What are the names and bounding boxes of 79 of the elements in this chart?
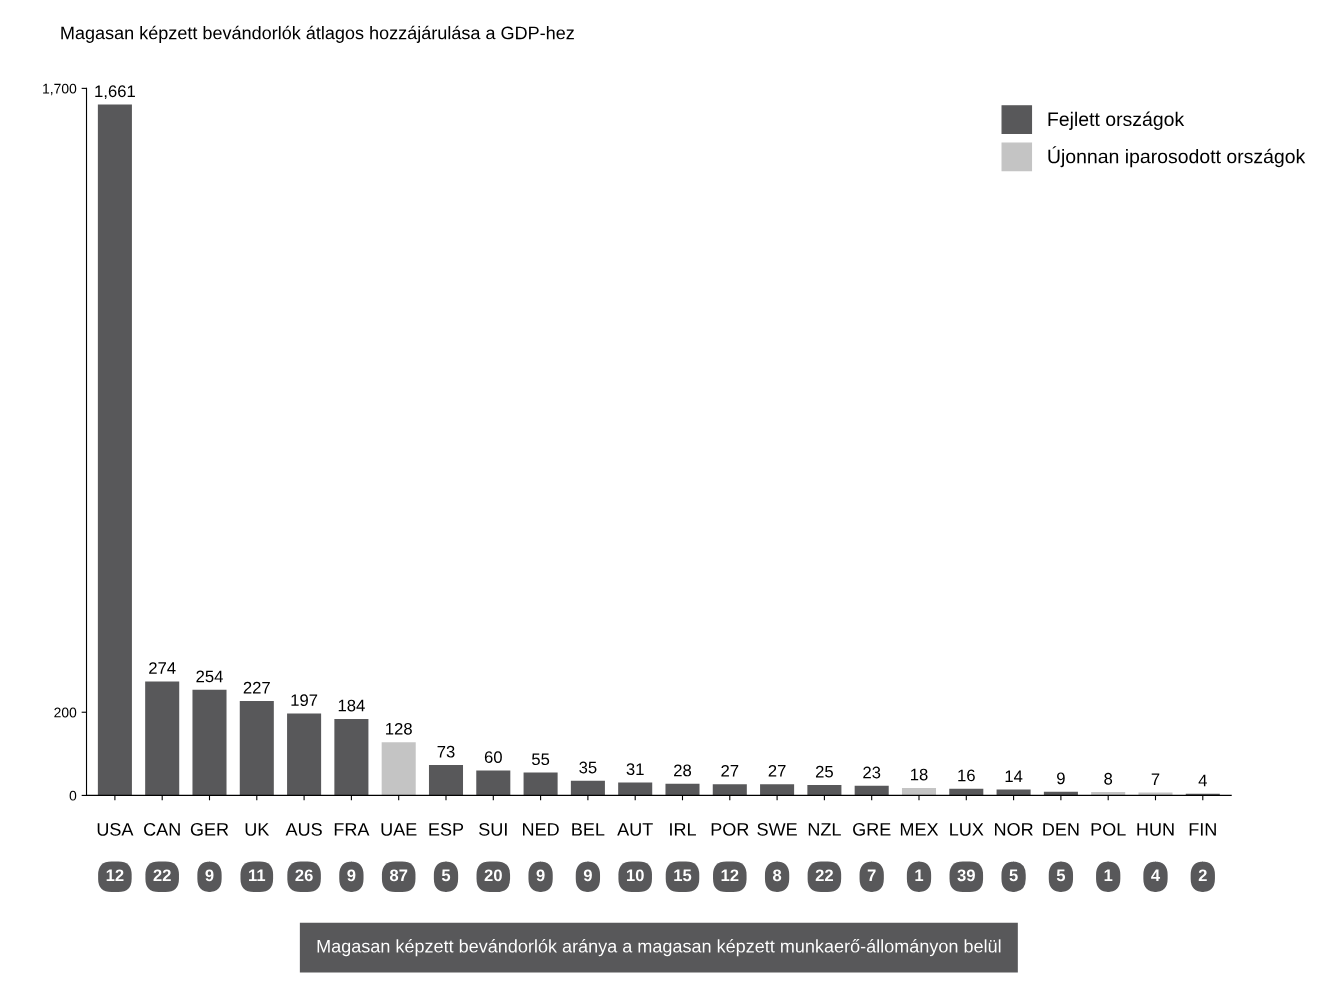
x-tick-label: ESP: [429, 822, 464, 836]
data-label: 18: [911, 768, 928, 781]
data-label: 27: [721, 764, 739, 777]
text: 9: [536, 869, 545, 882]
data-label: 7: [1151, 773, 1160, 785]
x-tick-label: SUI: [479, 822, 507, 836]
text: 9: [583, 869, 592, 882]
x-tick-label: NOR: [995, 822, 1033, 836]
text: 5: [1056, 869, 1066, 882]
x-tick-label: AUS: [285, 822, 322, 836]
x-tick-label: NZL: [808, 823, 841, 836]
data-label: 16: [958, 769, 975, 782]
x-tick-label: GRE: [853, 822, 891, 836]
text: 39: [957, 869, 975, 882]
text: 2: [1198, 869, 1207, 882]
y-tick-label: 0: [69, 790, 77, 801]
data-label: 184: [338, 699, 365, 712]
text: 15: [674, 869, 692, 882]
data-label: 1,661: [95, 85, 135, 100]
data-label: 73: [437, 745, 455, 758]
text: 22: [815, 869, 833, 882]
x-tick-label: AUT: [617, 823, 653, 836]
x-tick-label: BEL: [572, 823, 605, 836]
data-label: 274: [149, 662, 176, 674]
x-tick-label: UK: [245, 823, 270, 836]
text: 10: [626, 869, 644, 882]
text: 12: [721, 869, 739, 882]
text: 22: [153, 869, 171, 882]
y-tick-label: 1,700: [43, 83, 77, 96]
data-label: 8: [1104, 772, 1113, 785]
y-tick-label: 200: [54, 707, 77, 718]
text: 5: [1009, 869, 1018, 882]
data-label: 25: [815, 765, 833, 778]
text: 5: [441, 869, 451, 882]
data-label: 14: [1005, 770, 1023, 782]
data-label: 60: [484, 751, 502, 763]
legend-label: Fejlett országok: [1048, 111, 1185, 130]
text: 26: [295, 869, 313, 882]
x-tick-label: NED: [523, 823, 559, 836]
text: 9: [347, 869, 356, 882]
text: 1: [1104, 869, 1113, 882]
text: 12: [106, 869, 124, 882]
data-label: 55: [531, 753, 550, 766]
text: 7: [867, 869, 876, 882]
data-label: 4: [1198, 774, 1207, 787]
text: 9: [205, 869, 214, 882]
x-tick-label: POR: [711, 822, 749, 836]
text: 8: [772, 869, 782, 882]
text: Magasan képzett bevándorlók aránya a magasan képzett munkaerő-állományon belül: [317, 939, 1001, 957]
text: 87: [389, 869, 408, 882]
data-label: 254: [196, 670, 223, 683]
data-label: 128: [386, 722, 412, 735]
x-tick-label: CAN: [144, 822, 180, 836]
data-label: 31: [626, 763, 644, 776]
x-tick-label: HUN: [1137, 823, 1174, 836]
x-tick-label: LUX: [950, 823, 984, 836]
data-label: 28: [674, 764, 692, 777]
x-tick-label: DEN: [1043, 823, 1079, 836]
data-label: 197: [291, 694, 318, 707]
legend-label: Újonnan iparosodott országok: [1048, 146, 1306, 168]
data-label: 35: [579, 761, 597, 774]
data-label: 227: [243, 681, 270, 694]
x-tick-label: SWE: [757, 822, 797, 836]
text: 4: [1151, 869, 1161, 882]
data-label: 9: [1057, 772, 1065, 785]
x-tick-label: MEX: [900, 823, 939, 836]
x-tick-label: GER: [190, 822, 229, 836]
data-label: 23: [863, 766, 881, 779]
text: 20: [484, 869, 502, 882]
x-tick-label: UAE: [381, 823, 417, 836]
text: 11: [249, 869, 266, 882]
x-tick-label: IRL: [670, 823, 696, 836]
data-label: 27: [768, 764, 786, 777]
x-tick-label: USA: [97, 822, 134, 836]
text: 1: [915, 869, 924, 882]
x-tick-label: FRA: [334, 823, 370, 836]
chart-title: Magasan képzett bevándorlók átlagos hozzájárulása a GDP-hez: [61, 25, 574, 43]
x-tick-label: FIN: [1189, 823, 1216, 836]
x-tick-label: POL: [1091, 822, 1126, 836]
